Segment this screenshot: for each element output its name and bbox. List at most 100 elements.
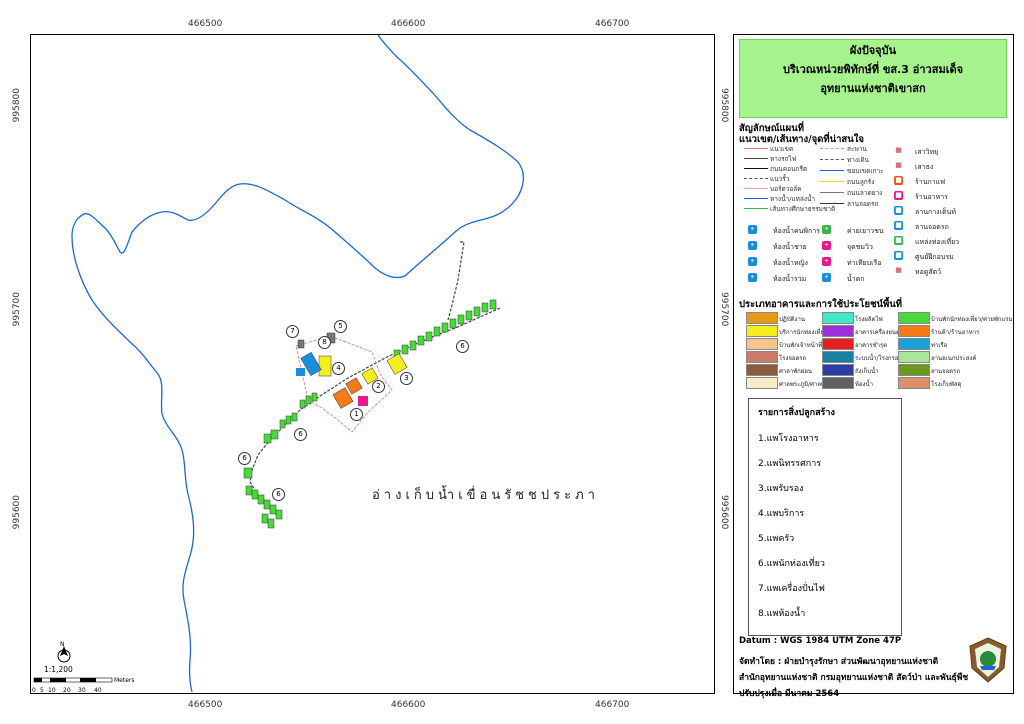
female-toilet-icon: • bbox=[748, 257, 757, 266]
landuse-swatch bbox=[822, 351, 854, 363]
map-frame bbox=[30, 34, 715, 694]
callout-7: 7 bbox=[286, 325, 299, 338]
shared-toilet-icon: • bbox=[748, 273, 757, 282]
building-orange-1 bbox=[332, 387, 354, 409]
landuse-label: ท่าเรือ bbox=[931, 342, 948, 349]
landuse-swatch bbox=[822, 364, 854, 376]
legend-poi-label: ร้านกาแฟ bbox=[915, 178, 946, 186]
coord-right-3: 995600 bbox=[719, 495, 729, 530]
lake-label: อ่างเก็บน้ำเขื่อนรัชชประภา bbox=[372, 488, 599, 503]
parking-icon: ■ bbox=[894, 221, 903, 230]
coord-right-2: 995700 bbox=[719, 292, 729, 327]
datum-text: Datum : WGS 1984 UTM Zone 47P bbox=[739, 636, 902, 646]
legend-poi-label: ร้านอาหาร bbox=[915, 193, 948, 201]
landuse-label: บริการนักท่องเที่ยว bbox=[779, 329, 828, 336]
landuse-swatch bbox=[746, 338, 778, 350]
landuse-label: โรงผลิตไฟ bbox=[855, 316, 883, 323]
scale-unit: Meters bbox=[114, 677, 135, 684]
attraction-icon: ■ bbox=[894, 236, 903, 245]
landuse-swatch bbox=[822, 325, 854, 337]
made-by-text: จัดทำโดย : ฝ่ายบำรุงรักษา ส่วนพัฒนาอุทยา… bbox=[739, 657, 939, 667]
building-item: 5.แพครัว bbox=[758, 534, 795, 544]
landuse-swatch bbox=[746, 377, 778, 389]
restaurant-icon: ■ bbox=[894, 191, 903, 200]
callout-6b: 6 bbox=[294, 428, 307, 441]
radio-tower-icon: ■ bbox=[894, 146, 903, 155]
legend-line-swatch bbox=[744, 148, 768, 149]
callout-5: 5 bbox=[334, 320, 347, 333]
legend-line-swatch bbox=[820, 170, 844, 171]
landuse-label: ปฏิบัติงาน bbox=[779, 316, 805, 323]
building-item: 1.แพโรงอาหาร bbox=[758, 434, 819, 444]
landuse-swatch bbox=[746, 364, 778, 376]
landuse-swatch bbox=[898, 338, 930, 350]
building-grey-2 bbox=[297, 339, 305, 349]
callout-8: 8 bbox=[318, 336, 331, 349]
landuse-label: ศาลาพักผ่อน bbox=[779, 368, 813, 375]
landuse-label: อาคารชำรุด bbox=[855, 342, 888, 349]
landuse-swatch bbox=[746, 325, 778, 337]
restaurant-marker bbox=[358, 396, 368, 406]
building-item: 4.แพบริการ bbox=[758, 509, 805, 519]
landuse-swatch bbox=[898, 377, 930, 389]
building-item: 3.แพรับรอง bbox=[758, 484, 804, 494]
landuse-label: ร้านค้า/ร้านอาหาร bbox=[931, 329, 980, 336]
coord-top-3: 466700 bbox=[595, 19, 630, 29]
legend-line-swatch bbox=[820, 148, 844, 149]
callout-4: 4 bbox=[332, 362, 345, 375]
landuse-swatch bbox=[898, 364, 930, 376]
landuse-label: บ้านพักนักท่องเที่ยว/ค่ายพักแรม bbox=[931, 316, 1013, 323]
callout-1: 1 bbox=[350, 408, 363, 421]
pier-icon: • bbox=[822, 257, 831, 266]
shoreline bbox=[71, 35, 524, 692]
landuse-label: ศาลพระภูมิ/ศาลเจ้าที่ bbox=[779, 381, 834, 388]
landuse-label: บ้านพักเจ้าหน้าที่ bbox=[779, 342, 823, 349]
legend-line-label: ถนนลาดยาง bbox=[847, 189, 883, 197]
landuse-swatch bbox=[898, 325, 930, 337]
legend-poi-label: ลานกางเต็นท์ bbox=[915, 208, 956, 216]
callout-6a: 6 bbox=[456, 340, 469, 353]
legend-line-label: แนวรั้ว bbox=[770, 175, 790, 183]
scale-label-5: 5 bbox=[40, 687, 44, 694]
legend-line-label: บอร์ดวอล์ค bbox=[770, 185, 802, 193]
landuse-swatch bbox=[746, 312, 778, 324]
scale-label-0: 0 bbox=[32, 687, 36, 694]
building-blue bbox=[300, 351, 322, 377]
legend-poi-label: ห้องน้ำชาย bbox=[773, 243, 807, 251]
legend-poi-label: น้ำตก bbox=[847, 275, 865, 283]
north-arrow bbox=[57, 646, 71, 663]
legend-poi-label: ศูนย์ฝึกอบรม bbox=[915, 253, 954, 261]
building-item: 6.แพนักท่องเที่ยว bbox=[758, 559, 825, 569]
landuse-label: โรงจอดรถ bbox=[779, 355, 807, 362]
title-line-3: อุทยานแห่งชาติเขาสก bbox=[820, 82, 926, 95]
flag-icon: ■ bbox=[894, 161, 903, 170]
building-yellow-1 bbox=[318, 355, 332, 377]
office-text: สำนักอุทยานแห่งชาติ กรมอุทยานแห่งชาติ สั… bbox=[739, 673, 969, 683]
legend-line-swatch bbox=[744, 158, 768, 159]
landuse-swatch bbox=[822, 338, 854, 350]
building-orange-2 bbox=[345, 377, 363, 395]
updated-text: ปรับปรุงเมื่อ มีนาคม 2564 bbox=[739, 689, 840, 699]
legend-poi-label: ห้องน้ำคนพิการ bbox=[773, 227, 820, 235]
legend-subheading: แนวเขต/เส้นทาง/จุดที่น่าสนใจ bbox=[739, 134, 864, 145]
legend-line-label: ถนนลูกรัง bbox=[847, 178, 875, 186]
legend-line-swatch bbox=[744, 168, 768, 169]
landuse-swatch bbox=[898, 351, 930, 363]
building-list-title: รายการสิ่งปลูกสร้าง bbox=[758, 408, 835, 418]
legend-line-swatch bbox=[744, 178, 768, 179]
legend-line-label: สะพาน bbox=[847, 145, 867, 153]
landuse-heading: ประเภทอาคารและการใช้ประโยชน์พื้นที่ bbox=[739, 299, 903, 310]
landuse-label: ระบบน้ำ/โรงกรองน้ำ bbox=[855, 355, 909, 362]
building-yellow-3 bbox=[386, 353, 408, 375]
landuse-swatch bbox=[898, 312, 930, 324]
coord-top-2: 466600 bbox=[391, 19, 426, 29]
callout-6d: 6 bbox=[272, 488, 285, 501]
coord-bottom-3: 466700 bbox=[595, 700, 630, 710]
landuse-label: ลานจอดรถ bbox=[931, 368, 961, 375]
legend-poi-label: เสาวิทยุ bbox=[915, 148, 939, 156]
legend-line-swatch bbox=[744, 208, 768, 209]
parking-marker bbox=[296, 368, 305, 376]
training-icon: ■ bbox=[894, 251, 903, 260]
legend-line-label: ทางรถไฟ bbox=[770, 155, 797, 163]
